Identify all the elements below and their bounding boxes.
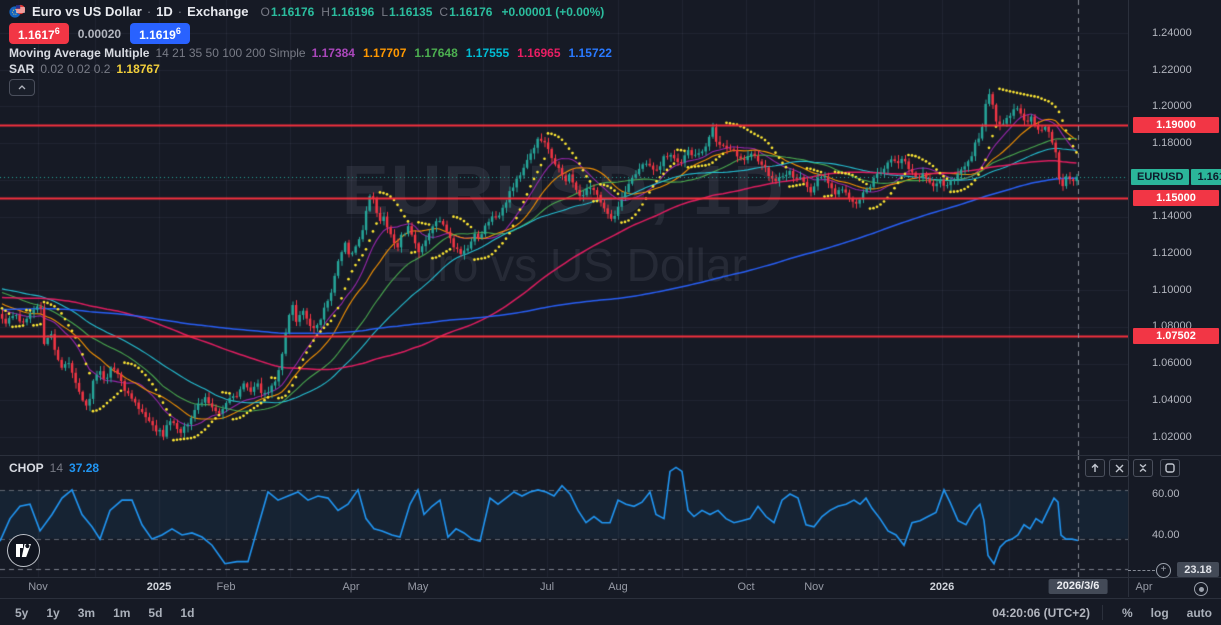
chop-indicator-title[interactable]: CHOP	[9, 461, 44, 475]
chop-value-badge: 23.18	[1177, 562, 1219, 577]
clock[interactable]: 04:20:06 (UTC+2)	[992, 605, 1090, 620]
collapse-pane-button[interactable]	[1133, 459, 1153, 477]
range-button-3m[interactable]: 3m	[77, 605, 96, 620]
price-axis-label: 1.24000	[1152, 27, 1192, 39]
scale-button-log[interactable]: log	[1150, 605, 1169, 620]
collapse-icon	[1139, 463, 1147, 473]
plus-circle-icon[interactable]: +	[1156, 563, 1171, 578]
chop-legend: CHOP 14 37.28	[9, 461, 99, 475]
low-value: 1.16135	[389, 4, 433, 19]
ma-value-6: 1.15722	[568, 46, 612, 60]
move-pane-up-button[interactable]	[1085, 459, 1105, 477]
scale-button-%[interactable]: %	[1121, 605, 1133, 620]
time-axis-label: Feb	[216, 581, 236, 593]
separator-dot: ·	[177, 4, 183, 19]
price-level-badge[interactable]: 1.19000	[1133, 116, 1219, 133]
price-axis-label: 1.20000	[1152, 100, 1192, 112]
ask-badge[interactable]: 1.16196	[130, 23, 190, 44]
symbol-title[interactable]: Euro vs US Dollar	[32, 4, 142, 19]
scale-mode-buttons: % log auto	[1113, 604, 1221, 622]
time-axis-label: Aug	[608, 581, 628, 593]
time-axis-divider	[0, 577, 1221, 578]
close-pane-button[interactable]	[1109, 459, 1129, 477]
time-axis-label: 2026	[929, 581, 955, 593]
price-axis-label: 1.14000	[1152, 210, 1192, 222]
crosshair-date-badge: 2026/3/6	[1048, 579, 1108, 594]
time-axis[interactable]: Nov 2025 Feb Apr May Jul Aug Oct Nov 2026 Apr 2026…	[0, 577, 1221, 597]
tradingview-mark-icon	[16, 543, 31, 557]
price-axis-label: 1.02000	[1152, 431, 1192, 443]
time-axis-label: 2025	[146, 581, 172, 593]
range-button-1d[interactable]: 1d	[180, 605, 195, 620]
ma-value-1: 1.17384	[311, 46, 355, 60]
time-axis-label: May	[407, 581, 429, 593]
exchange-label[interactable]: Exchange	[187, 4, 249, 19]
bottom-toolbar: 5y 1y 3m 1m 5d 1d 04:20:06 (UTC+2) % log auto	[0, 598, 1221, 625]
open-value: 1.16176	[270, 4, 315, 19]
change-value: +0.00001 (+0.00%)	[501, 4, 605, 19]
range-button-1m[interactable]: 1m	[113, 605, 131, 620]
maximize-icon	[1165, 463, 1175, 473]
ma-indicator-params: 14 21 35 50 100 200 Simple	[155, 46, 306, 60]
tradingview-logo[interactable]	[7, 534, 40, 567]
time-axis-label: Apr	[1135, 581, 1153, 593]
range-button-5y[interactable]: 5y	[15, 605, 29, 620]
scale-button-auto[interactable]: auto	[1186, 605, 1212, 620]
ma-value-4: 1.17555	[465, 46, 510, 60]
current-price-badge: EURUSD 1.16176	[1131, 168, 1221, 185]
price-level-badge[interactable]: 1.15000	[1133, 190, 1219, 207]
ma-value-2: 1.17707	[362, 46, 407, 60]
range-button-1y[interactable]: 1y	[46, 605, 60, 620]
date-range-buttons: 5y 1y 3m 1m 5d 1d	[8, 604, 201, 622]
price-axis-label: 1.18000	[1152, 137, 1192, 149]
maximize-pane-button[interactable]	[1160, 459, 1180, 477]
time-axis-label: Nov	[804, 581, 824, 593]
sar-indicator-params: 0.02 0.02 0.2	[40, 62, 111, 76]
ma-value-5: 1.16965	[517, 46, 561, 60]
close-value: 1.16176	[449, 4, 493, 19]
ma-value-3: 1.17648	[414, 46, 458, 60]
time-axis-label: Oct	[737, 581, 755, 593]
pane-divider[interactable]	[0, 455, 1221, 456]
arrow-up-icon	[1091, 463, 1099, 472]
scroll-to-realtime-button[interactable]	[1194, 582, 1208, 596]
price-pane-canvas[interactable]	[0, 0, 1128, 455]
sar-indicator-title[interactable]: SAR	[9, 62, 35, 76]
chop-axis-label: 40.00	[1152, 529, 1180, 541]
time-axis-label: Apr	[342, 581, 360, 593]
chevron-up-icon	[18, 85, 26, 90]
price-badge-symbol: EURUSD	[1131, 168, 1190, 185]
chop-indicator-value: 37.28	[69, 461, 100, 475]
close-icon	[1115, 464, 1123, 472]
time-axis-label: Nov	[28, 581, 48, 593]
interval-label[interactable]: 1D	[156, 4, 173, 19]
bid-badge[interactable]: 1.16176	[9, 23, 69, 44]
ohlc-readout: O1.16176 H1.16196 L1.16135 C1.16176 +0.0…	[260, 4, 605, 19]
legend-collapse-button[interactable]	[9, 79, 35, 96]
time-axis-label: Jul	[539, 581, 555, 593]
ma-indicator-title[interactable]: Moving Average Multiple	[9, 46, 150, 60]
range-button-5d[interactable]: 5d	[148, 605, 163, 620]
chop-pane-canvas[interactable]	[0, 455, 1128, 577]
chop-indicator-param: 14	[49, 461, 64, 475]
chop-axis-label: 60.00	[1152, 488, 1180, 500]
symbol-pair-flags-icon	[9, 4, 26, 18]
high-value: 1.16196	[330, 4, 375, 19]
sar-value: 1.18767	[116, 62, 160, 76]
toolbar-divider	[1101, 605, 1103, 620]
price-axis-label: 1.10000	[1152, 284, 1192, 296]
spread-value: 0.00020	[77, 26, 122, 41]
price-axis-divider[interactable]	[1128, 0, 1129, 597]
price-level-badge[interactable]: 1.07502	[1133, 327, 1219, 344]
price-axis-label: 1.22000	[1152, 64, 1192, 76]
chop-value-dash-extension	[1128, 570, 1155, 571]
price-badge-value: 1.16176	[1191, 168, 1221, 185]
price-axis-label: 1.04000	[1152, 394, 1192, 406]
ma-values: 1.17384 1.17707 1.17648 1.17555 1.16965 1.157…	[312, 46, 612, 60]
separator-dot: ·	[146, 4, 152, 19]
chop-pane-controls	[1085, 459, 1180, 477]
price-axis-label: 1.06000	[1152, 357, 1192, 369]
price-axis-label: 1.12000	[1152, 247, 1192, 259]
